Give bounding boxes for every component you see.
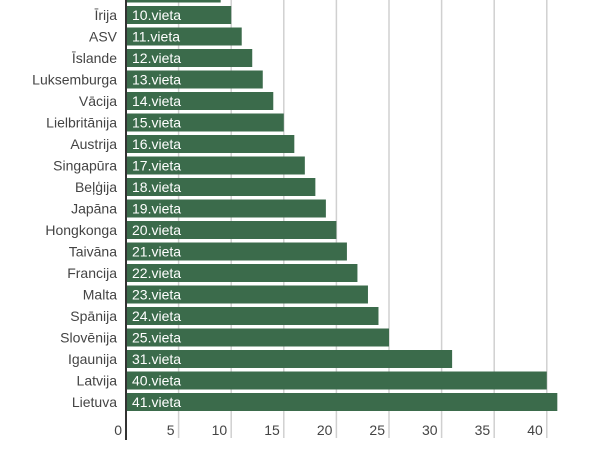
data-label: 10.vieta [132,7,181,23]
category-label: Latvija [77,373,118,389]
category-label: Japāna [71,201,117,217]
bar [127,371,547,390]
bar [127,0,221,3]
data-label: 12.vieta [132,50,181,66]
bar [127,70,263,89]
data-label: 9.vieta [132,0,173,2]
data-label: 11.vieta [132,29,180,45]
data-label: 20.vieta [132,222,181,238]
bar [127,328,389,347]
category-label: Vācija [79,93,117,109]
category-label: Igaunija [68,351,117,367]
bar [127,285,368,304]
bar [127,264,358,282]
x-tick-label: 35 [475,422,491,438]
category-label: Francija [67,265,117,281]
category-label: Hongkonga [45,222,117,238]
category-label: Spānija [70,308,117,324]
bar [127,178,316,196]
category-label: ASV [89,29,118,45]
data-label: 15.vieta [132,115,181,131]
data-label: 18.vieta [132,179,181,195]
x-tick-label: 5 [167,422,175,438]
bar [127,27,242,46]
category-label: Īrija [94,7,117,23]
bar [127,221,337,239]
x-tick-label: 20 [317,422,333,438]
x-tick-label: 40 [527,422,543,438]
data-label: 19.vieta [132,201,181,217]
data-label: 25.vieta [132,330,181,346]
data-label: 21.vieta [132,244,181,260]
data-label: 23.vieta [132,287,181,303]
bar [127,6,232,24]
x-tick-label: 25 [369,422,385,438]
category-label: Beļģija [75,179,117,195]
bar [127,156,305,175]
bar [127,242,347,261]
bar [127,199,326,218]
x-tick-label: 10 [212,422,228,438]
category-label: Taivāna [69,244,117,260]
category-label: Lietuva [72,394,117,410]
x-tick-label: 0 [114,422,122,438]
data-label: 16.vieta [132,136,181,152]
bar [127,307,379,325]
x-tick-label: 30 [422,422,438,438]
data-label: 17.vieta [132,158,181,174]
bar [127,113,284,132]
data-label: 14.vieta [132,93,181,109]
bar [127,350,453,368]
category-label: Austrija [70,136,117,152]
category-label: Malta [83,287,117,303]
category-label: Luksemburga [32,72,117,88]
bar [127,92,274,110]
x-tick-label: 15 [264,422,280,438]
data-label: 40.vieta [132,373,181,389]
data-label: 41.vieta [132,394,181,410]
data-label: 24.vieta [132,308,181,324]
bar [127,49,253,67]
bar [127,393,558,411]
data-label: 31.vieta [132,351,181,367]
category-label: Singapūra [53,158,117,174]
category-label: Lielbritānija [46,115,117,131]
bar [127,135,295,153]
category-label: Īslande [72,50,117,66]
data-label: 22.vieta [132,265,181,281]
category-label: Slovēnija [60,330,117,346]
data-label: 13.vieta [132,72,181,88]
